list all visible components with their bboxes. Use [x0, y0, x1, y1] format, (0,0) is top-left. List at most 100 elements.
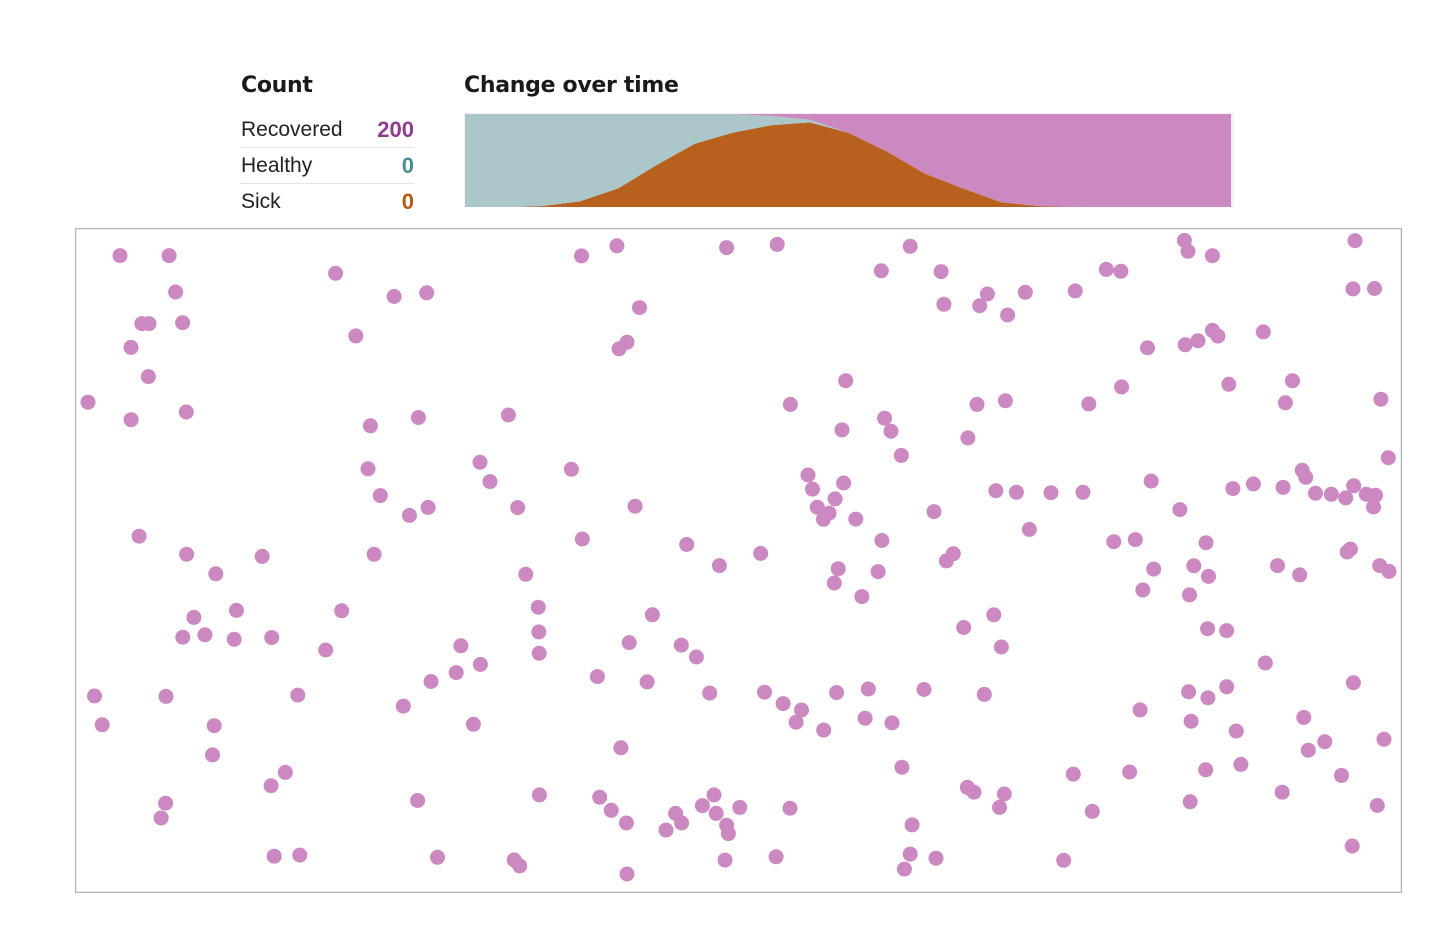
person-dot — [175, 315, 191, 331]
person-dot — [123, 412, 139, 428]
healthy-count: 0 — [401, 152, 414, 178]
person-dot — [916, 682, 932, 697]
person-dot — [348, 328, 364, 344]
sick-label: Sick — [241, 189, 281, 213]
person-dot — [788, 714, 804, 730]
person-dot — [1346, 478, 1362, 494]
person-dot — [401, 507, 417, 523]
area-sick — [465, 122, 1231, 207]
person-dot — [1017, 284, 1033, 300]
person-dot — [877, 410, 893, 426]
person-dot — [986, 607, 1002, 623]
person-dot — [290, 687, 306, 703]
person-dot — [141, 316, 157, 332]
person-dot — [430, 849, 445, 865]
person-dot — [896, 861, 912, 877]
person-dot — [1221, 376, 1237, 392]
person-dot — [688, 649, 704, 665]
person-dot — [619, 334, 635, 350]
person-dot — [627, 498, 643, 514]
count-panel: Count Recovered 200 Healthy 0 Sick 0 — [241, 70, 414, 219]
person-dot — [997, 393, 1013, 409]
person-dot — [1219, 679, 1235, 695]
person-dot — [673, 637, 689, 653]
person-dot — [178, 404, 194, 420]
person-dot — [768, 849, 784, 865]
person-dot — [1369, 798, 1385, 813]
person-dot — [1140, 340, 1155, 356]
person-dot — [860, 681, 876, 697]
person-dot — [708, 805, 724, 821]
person-dot — [518, 566, 534, 582]
person-dot — [1338, 490, 1354, 506]
person-dot — [603, 802, 619, 818]
person-dot — [472, 454, 488, 470]
person-dot — [936, 296, 952, 312]
healthy-label: Healthy — [241, 153, 313, 177]
change-title: Change over time — [464, 73, 679, 98]
person-dot — [168, 284, 184, 300]
person-dot — [1127, 532, 1143, 548]
person-dot — [1342, 541, 1358, 557]
person-dot — [448, 665, 464, 681]
person-dot — [904, 817, 920, 833]
simulation-frame — [75, 228, 1402, 893]
person-dot — [926, 504, 942, 520]
area-recovered — [465, 114, 1231, 207]
person-dot — [658, 822, 674, 838]
person-dot — [510, 500, 526, 516]
person-dot — [153, 810, 169, 826]
person-dot — [821, 505, 837, 521]
person-dot — [1376, 731, 1392, 747]
person-dot — [902, 846, 918, 862]
person-dot — [618, 815, 634, 831]
person-dot — [1143, 473, 1159, 489]
person-dot — [1065, 766, 1081, 782]
person-dot — [632, 300, 647, 316]
person-dot — [1081, 396, 1097, 412]
person-dot — [827, 491, 843, 507]
person-dot — [794, 702, 809, 718]
person-dot — [161, 248, 177, 264]
person-dot — [613, 740, 629, 756]
area-healthy — [465, 114, 1231, 207]
person-dot — [993, 639, 1009, 655]
person-dot — [1122, 764, 1138, 780]
person-dot — [621, 635, 637, 651]
person-dot — [1135, 582, 1151, 598]
count-row-healthy: Healthy 0 — [241, 148, 414, 184]
person-dot — [563, 461, 579, 477]
person-dot — [988, 483, 1004, 499]
person-dot — [1098, 261, 1114, 277]
person-dot — [830, 561, 846, 577]
sick-count: 0 — [401, 188, 414, 214]
person-dot — [472, 656, 488, 672]
person-dot — [453, 638, 469, 654]
person-dot — [1285, 373, 1300, 389]
person-dot — [1210, 328, 1226, 344]
person-dot — [679, 537, 695, 552]
person-dot — [996, 786, 1012, 802]
person-dot — [1347, 233, 1363, 249]
person-dot — [757, 684, 772, 700]
person-dot — [229, 602, 244, 618]
person-dot — [1296, 709, 1312, 725]
person-dot — [254, 548, 270, 564]
person-dot — [1225, 481, 1241, 497]
person-dot — [386, 289, 402, 304]
person-dot — [366, 546, 382, 562]
person-dot — [719, 817, 735, 833]
person-dot — [805, 481, 820, 497]
person-dot — [894, 759, 910, 775]
person-dot — [179, 546, 195, 562]
person-dot — [334, 603, 350, 619]
person-dot — [928, 850, 944, 866]
change-over-time-chart — [464, 113, 1234, 207]
person-dot — [574, 248, 589, 264]
person-dot — [1345, 675, 1361, 691]
person-dot — [531, 787, 547, 803]
person-dot — [226, 631, 242, 647]
person-dot — [644, 607, 660, 623]
person-dot — [328, 265, 344, 281]
person-dot — [530, 599, 546, 615]
